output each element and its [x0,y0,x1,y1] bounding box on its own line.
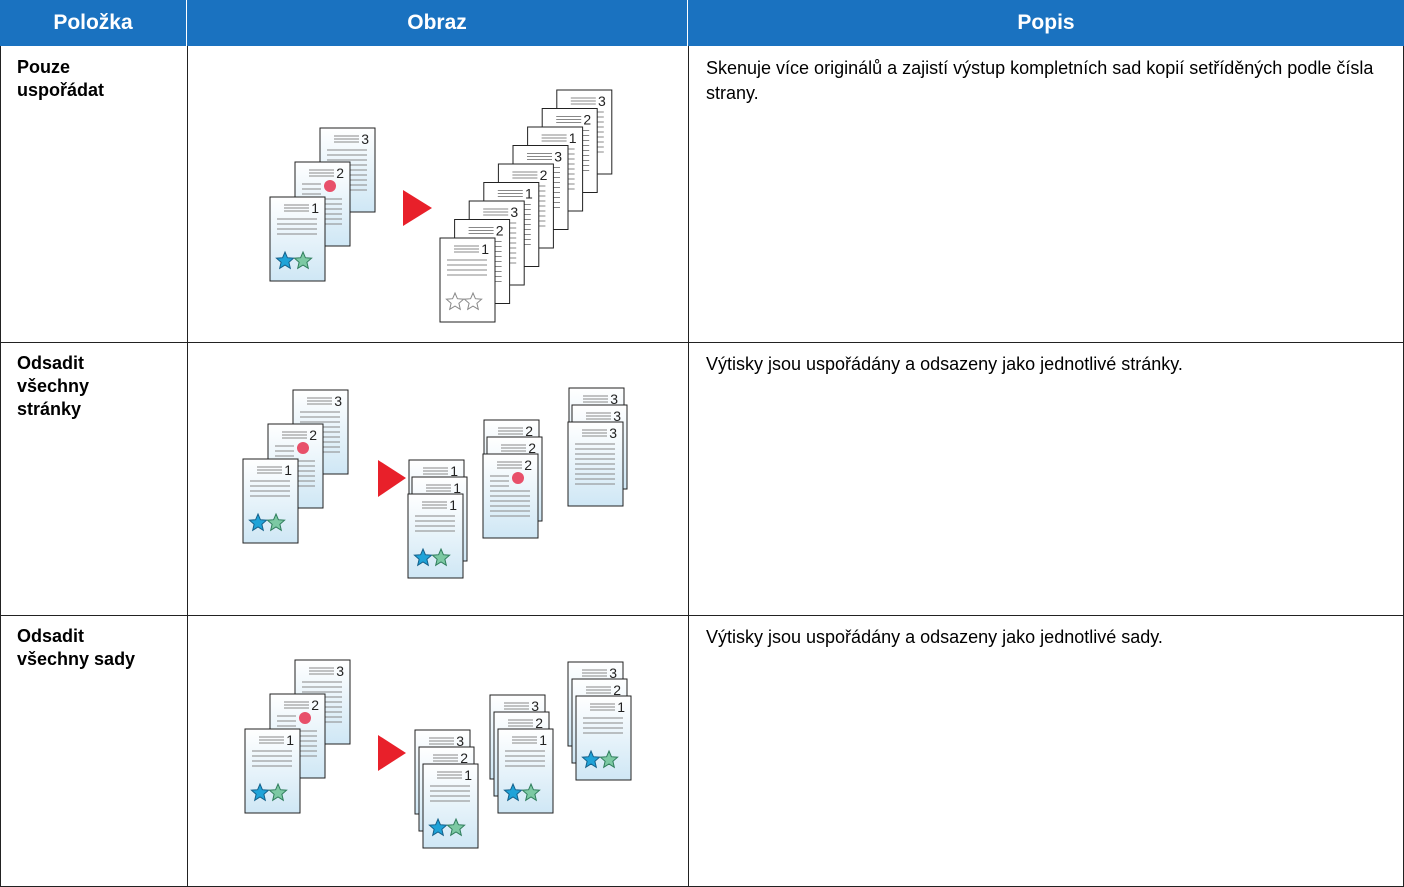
star [413,547,433,567]
item-cell: Pouze uspořádat [0,46,188,343]
star [503,782,523,802]
page-number: 3 [510,204,518,220]
star [463,291,483,311]
page-number: 3 [609,665,617,681]
arrow [378,735,406,771]
page-number: 3 [334,393,342,409]
image-cell [187,342,689,616]
page-number: 3 [598,93,606,109]
page-number: 3 [610,391,618,407]
page-number: 1 [284,462,292,478]
page-number: 2 [309,427,317,443]
page-number: 1 [617,699,625,715]
page-number: 1 [525,186,533,202]
page-number: 2 [525,423,533,439]
header-cell: Popis [688,0,1404,46]
star [248,512,268,532]
star [250,782,270,802]
page-number: 1 [569,130,577,146]
header-cell: Položka [0,0,187,46]
page-number: 2 [524,457,532,473]
star [293,250,313,270]
arrow [403,190,432,226]
item-text: Odsadit všechny sady [17,626,136,669]
page-number: 2 [528,440,536,456]
item-cell: Odsadit všechny stránky [0,342,188,616]
page-number: 3 [456,733,464,749]
page-number: 1 [311,200,319,216]
dot [297,442,309,454]
star [581,749,601,769]
star [266,512,286,532]
desc-cell: Skenuje více originálů a zajistí výstup … [688,46,1404,343]
page-number: 2 [540,167,548,183]
page-number: 1 [539,732,547,748]
desc-text: Výtisky jsou uspořádány a odsazeny jako … [706,627,1163,647]
star [445,291,465,311]
page-number: 2 [460,750,468,766]
star [446,817,466,837]
page-number: 1 [453,480,461,496]
star [521,782,541,802]
page-number: 2 [311,697,319,713]
dot [324,180,336,192]
page-number: 2 [583,112,591,128]
page-number: 2 [336,165,344,181]
star [431,547,451,567]
star [599,749,619,769]
page-number: 1 [450,463,458,479]
page-number: 3 [613,408,621,424]
arrow [378,460,406,497]
desc-text: Skenuje více originálů a zajistí výstup … [706,58,1374,103]
page-number: 3 [531,698,539,714]
image-cell [187,46,689,343]
star [275,250,295,270]
page-number: 2 [535,715,543,731]
page-number: 3 [336,663,344,679]
header-cell: Obraz [187,0,688,46]
page-number: 3 [554,149,562,165]
desc-text: Výtisky jsou uspořádány a odsazeny jako … [706,354,1183,374]
page-number: 1 [481,241,489,257]
star [268,782,288,802]
page-number: 1 [464,767,472,783]
page-number: 3 [609,425,617,441]
star [428,817,448,837]
page-number: 1 [449,497,457,513]
item-text: Odsadit všechny stránky [17,353,90,419]
dot [299,712,311,724]
page-number: 1 [286,732,294,748]
page-number: 2 [613,682,621,698]
page-number: 3 [361,131,369,147]
item-text: Pouze uspořádat [17,57,105,100]
page-number: 2 [496,223,504,239]
dot [512,472,524,484]
